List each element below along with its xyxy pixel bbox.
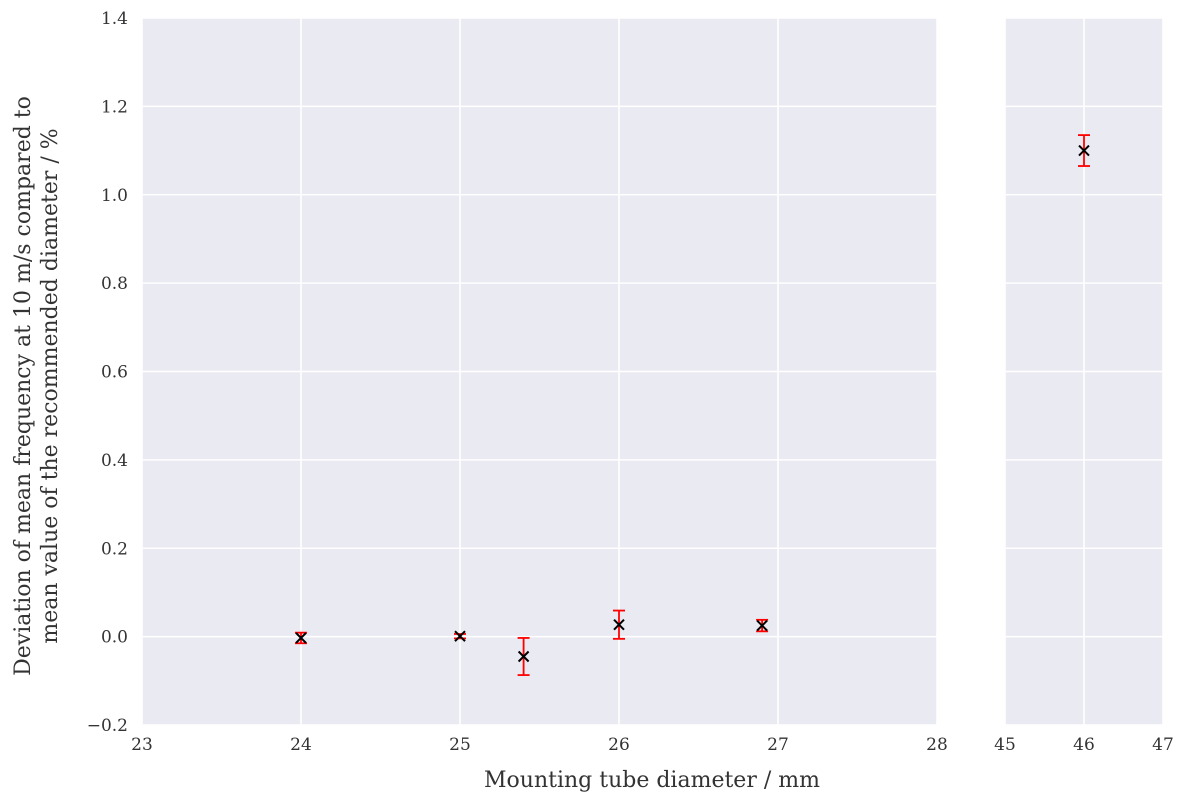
data-point-stroke-2 <box>517 650 530 663</box>
y-tick-label: 0.8 <box>101 274 128 294</box>
data-point <box>756 619 768 632</box>
x-tick-label: 26 <box>608 735 630 755</box>
x-tick-label: 25 <box>449 735 471 755</box>
x-tick-labels: 23 24 25 26 27 28 45 46 47 <box>131 735 1174 755</box>
data-point-stroke-2 <box>756 619 768 632</box>
y-axis-label-line-1: Deviation of mean frequency at 10 m/s co… <box>11 96 36 676</box>
data-point-stroke-2 <box>1078 144 1090 157</box>
x-tick-label: 47 <box>1152 735 1174 755</box>
y-tick-label: 0.4 <box>101 451 128 471</box>
y-tick-label: 1.4 <box>101 9 128 29</box>
x-tick-label: 23 <box>131 735 153 755</box>
panel-2 <box>1004 17 1164 726</box>
y-tick-label: 0.2 <box>101 539 128 559</box>
data-point-stroke-2 <box>454 630 466 642</box>
y-tick-label: 1.2 <box>101 97 128 117</box>
y-tick-label: 0.6 <box>101 363 128 383</box>
data-point <box>454 630 466 642</box>
y-tick-labels: −0.2 0.0 0.2 0.4 0.6 0.8 1.0 1.2 1.4 <box>87 9 128 736</box>
plot-panels <box>141 17 1164 726</box>
y-tick-label: 0.0 <box>101 628 128 648</box>
x-tick-label: 27 <box>767 735 789 755</box>
x-tick-label: 45 <box>994 735 1016 755</box>
y-axis-label: Deviation of mean frequency at 10 m/s co… <box>11 96 63 676</box>
data-point-stroke-2 <box>613 618 625 631</box>
y-tick-label: −0.2 <box>87 716 128 736</box>
data-point <box>517 650 530 663</box>
data-point <box>613 618 625 631</box>
y-axis-label-line-2: mean value of the recommended diameter /… <box>38 128 63 643</box>
panel-1 <box>141 17 938 726</box>
x-axis-label: Mounting tube diameter / mm <box>484 768 820 793</box>
data-point-stroke-2 <box>295 632 307 644</box>
data-point <box>1078 144 1090 157</box>
x-tick-label: 24 <box>290 735 312 755</box>
x-tick-label: 28 <box>926 735 948 755</box>
y-tick-label: 1.0 <box>101 186 128 206</box>
data-point <box>295 632 307 644</box>
x-tick-label: 46 <box>1073 735 1095 755</box>
